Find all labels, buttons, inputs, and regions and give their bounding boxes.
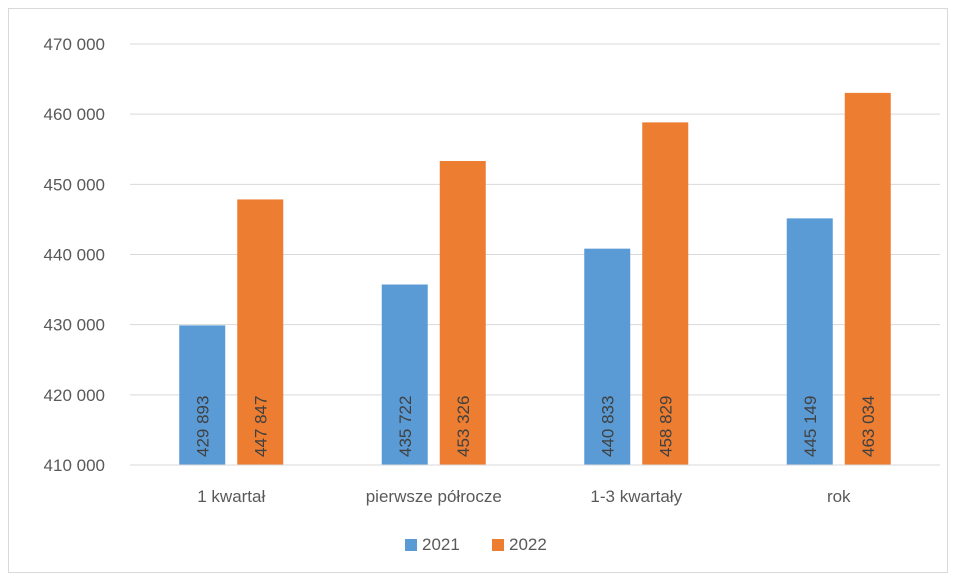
- category-labels: 1 kwartał pierwsze półrocze 1-3 kwartały ro…: [197, 487, 851, 506]
- data-label: 429 893: [193, 396, 212, 457]
- bar-2022: [844, 92, 891, 465]
- legend-label: 2021: [422, 535, 460, 554]
- y-tick-label: 420 000: [44, 386, 105, 405]
- legend-label: 2022: [509, 535, 547, 554]
- bar-2021: [584, 248, 631, 465]
- bar-2022: [237, 199, 284, 465]
- category-label: 1 kwartał: [197, 487, 265, 506]
- legend-swatch-2021: [405, 539, 417, 551]
- bar-2021: [179, 325, 226, 465]
- bar-2021: [786, 218, 833, 465]
- bar-2022: [439, 160, 486, 465]
- y-tick-label: 450 000: [44, 175, 105, 194]
- y-axis-tick-labels: 410 000 420 000 430 000 440 000 450 000 460 0…: [44, 35, 105, 475]
- y-tick-label: 410 000: [44, 456, 105, 475]
- data-label: 447 847: [251, 396, 270, 457]
- y-tick-label: 440 000: [44, 246, 105, 265]
- category-label: rok: [827, 487, 851, 506]
- data-label: 463 034: [859, 396, 878, 457]
- legend: 2021 2022: [405, 535, 547, 554]
- bar-2021: [381, 284, 428, 465]
- data-label: 453 326: [454, 396, 473, 457]
- data-label: 440 833: [598, 396, 617, 457]
- bar-2022: [642, 122, 689, 466]
- legend-swatch-2022: [492, 539, 504, 551]
- category-label: 1-3 kwartały: [590, 487, 682, 506]
- data-label: 445 149: [801, 396, 820, 457]
- y-tick-label: 430 000: [44, 316, 105, 335]
- y-tick-label: 460 000: [44, 105, 105, 124]
- data-labels: 429 893 447 847 435 722 453 326 440 833 458 8…: [193, 396, 878, 457]
- data-label: 458 829: [656, 396, 675, 457]
- y-tick-label: 470 000: [44, 35, 105, 54]
- bars: [179, 92, 891, 466]
- category-label: pierwsze półrocze: [366, 487, 502, 506]
- data-label: 435 722: [396, 396, 415, 457]
